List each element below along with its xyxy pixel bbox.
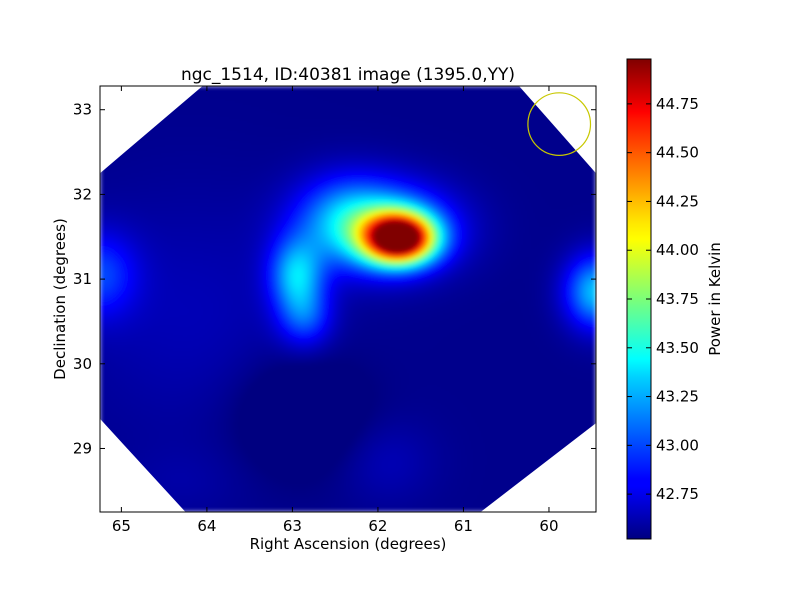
x-tick-label: 64: [197, 517, 216, 535]
x-tick-label: 62: [368, 517, 387, 535]
beam-circle: [527, 92, 592, 157]
y-tick-label: 29: [73, 439, 92, 457]
colorbar: 42.75 43.00 43.25 43.50 43.75 44.00 44.25 44.50…: [626, 58, 724, 540]
colorbar-tick-label: 43.00: [656, 436, 699, 454]
colorbar-label: Power in Kelvin: [706, 242, 724, 356]
colorbar-ticks: 42.75 43.00 43.25 43.50 43.75 44.00 44.25 44.50…: [627, 95, 699, 503]
colorbar-tick-label: 43.25: [656, 388, 699, 406]
y-axis-label: Declination (degrees): [51, 218, 69, 380]
plot-area: [100, 86, 596, 512]
x-axis-label: Right Ascension (degrees): [250, 535, 447, 553]
x-tick-label: 63: [283, 517, 302, 535]
x-tick-label: 61: [454, 517, 473, 535]
colorbar-tick-label: 43.50: [656, 339, 699, 357]
x-tick-label: 65: [112, 517, 131, 535]
colorbar-tick-label: 44.50: [656, 144, 699, 162]
colorbar-tick-label: 44.00: [656, 241, 699, 259]
y-tick-label: 33: [73, 101, 92, 119]
axes-frame: [99, 85, 597, 513]
chart-title: ngc_1514, ID:40381 image (1395.0,YY): [181, 65, 515, 85]
y-axis: 29 30 31 32 33: [73, 101, 596, 457]
y-tick-label: 32: [73, 185, 92, 203]
x-tick-label: 60: [539, 517, 558, 535]
heatmap-image: [100, 86, 596, 512]
y-tick-label: 30: [73, 355, 92, 373]
x-axis: 65 64 63 62 61 60: [112, 86, 559, 535]
colorbar-tick-label: 44.75: [656, 95, 699, 113]
colorbar-tick-label: 42.75: [656, 485, 699, 503]
colorbar-tick-label: 43.75: [656, 290, 699, 308]
y-tick-label: 31: [73, 270, 92, 288]
colorbar-tick-label: 44.25: [656, 192, 699, 210]
